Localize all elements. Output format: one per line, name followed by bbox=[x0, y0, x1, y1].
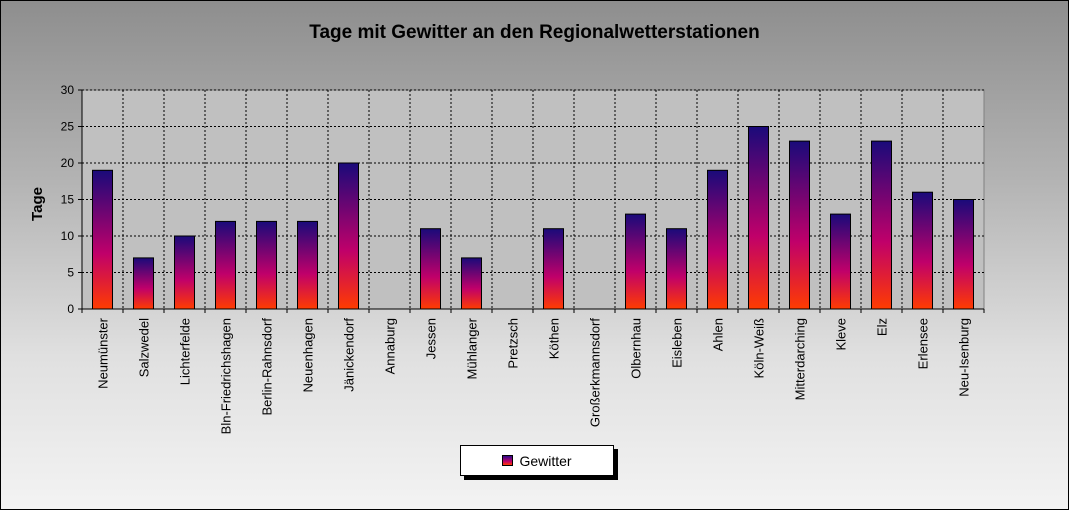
y-tick-label: 10 bbox=[61, 229, 75, 243]
y-tick-label: 0 bbox=[67, 302, 74, 316]
y-axis-label: Tage bbox=[29, 187, 46, 221]
bar-Elz bbox=[871, 140, 892, 310]
bar-Mitterdarching bbox=[789, 140, 810, 310]
x-tick-label: Erlensee bbox=[916, 318, 931, 369]
bar-Neu-Isenburg bbox=[953, 199, 974, 310]
x-tick-label: Köln-Weiß bbox=[752, 318, 767, 379]
x-tick-label: Großerkmannsdorf bbox=[588, 318, 603, 427]
y-tick-label: 25 bbox=[61, 120, 75, 134]
bar-Salzwedel bbox=[133, 257, 154, 310]
x-tick-label: Jänickendorf bbox=[342, 318, 357, 392]
y-tick-label: 15 bbox=[61, 193, 75, 207]
y-tick-labels: 0 5 10 15 20 25 30 bbox=[61, 83, 75, 316]
x-tick-label: Bln-Friedrichshagen bbox=[219, 318, 234, 434]
grid-lines bbox=[82, 89, 984, 309]
legend-label: Gewitter bbox=[519, 452, 572, 469]
x-tick-label: Elz bbox=[875, 318, 890, 336]
x-tick-label: Annaburg bbox=[383, 318, 398, 374]
x-tick-label: Jessen bbox=[424, 318, 439, 359]
legend: Gewitter bbox=[460, 445, 614, 476]
bar-Neuenhagen bbox=[297, 220, 318, 310]
y-tick-label: 20 bbox=[61, 156, 75, 170]
bar-Ahlen bbox=[707, 169, 728, 310]
bar-Köln-Weiß bbox=[748, 126, 769, 310]
axes bbox=[78, 89, 985, 313]
bar-Olbernhau bbox=[625, 213, 646, 310]
bar-Neumünster bbox=[92, 169, 113, 310]
bar-Jessen bbox=[420, 228, 441, 310]
x-tick-label: Eisleben bbox=[670, 318, 685, 368]
bar-Mühlanger bbox=[461, 257, 482, 310]
bar-Bln-Friedrichshagen bbox=[215, 220, 236, 310]
x-tick-label: Pretzsch bbox=[506, 318, 521, 369]
x-tick-label: Ahlen bbox=[711, 318, 726, 351]
chart-title: Tage mit Gewitter an den Regionalwetters… bbox=[309, 22, 760, 43]
x-tick-label: Lichterfelde bbox=[178, 318, 193, 385]
x-tick-label: Neu-Isenburg bbox=[957, 318, 972, 397]
bar-Erlensee bbox=[912, 191, 933, 310]
bar-Berlin-Rahnsdorf bbox=[256, 220, 277, 310]
bars bbox=[92, 126, 974, 310]
y-tick-label: 5 bbox=[67, 266, 74, 280]
y-tick-label: 30 bbox=[61, 83, 75, 97]
bar-Kleve bbox=[830, 213, 851, 310]
x-tick-label: Olbernhau bbox=[629, 318, 644, 379]
x-tick-label: Neumünster bbox=[96, 317, 111, 388]
x-tick-label: Salzwedel bbox=[137, 318, 152, 377]
bar-Köthen bbox=[543, 228, 564, 310]
x-tick-label: Kleve bbox=[834, 318, 849, 351]
x-tick-labels: Neumünster Salzwedel Lichterfelde Bln-Fried… bbox=[96, 317, 972, 434]
x-tick-label: Neuenhagen bbox=[301, 318, 316, 392]
bar-Eisleben bbox=[666, 228, 687, 310]
bar-Jänickendorf bbox=[338, 162, 359, 310]
x-tick-label: Mitterdarching bbox=[793, 318, 808, 400]
bar-Lichterfelde bbox=[174, 235, 195, 310]
x-tick-label: Mühlanger bbox=[465, 317, 480, 379]
x-tick-label: Köthen bbox=[547, 318, 562, 359]
legend-swatch bbox=[502, 455, 514, 466]
x-tick-label: Berlin-Rahnsdorf bbox=[260, 318, 275, 416]
